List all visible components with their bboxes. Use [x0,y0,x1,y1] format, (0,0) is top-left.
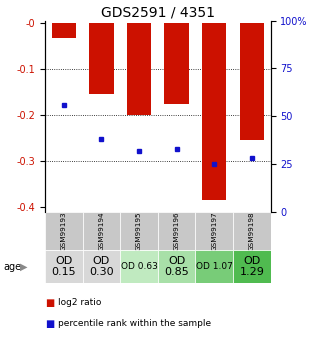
Bar [195,212,233,250]
Text: age: age [3,262,21,272]
Bar [89,23,114,95]
Bar [127,23,151,115]
Text: ■: ■ [45,298,54,308]
Bar [83,250,120,283]
Text: OD 1.07: OD 1.07 [196,262,233,271]
Bar [158,250,195,283]
Title: GDS2591 / 4351: GDS2591 / 4351 [101,6,215,20]
Bar [45,212,83,250]
Bar [233,250,271,283]
Text: OD
0.85: OD 0.85 [164,256,189,277]
Text: OD
0.30: OD 0.30 [89,256,114,277]
Bar [233,212,271,250]
Bar [195,250,233,283]
Bar [120,250,158,283]
Text: ▶: ▶ [20,262,28,272]
Text: GSM99197: GSM99197 [211,211,217,251]
Bar [239,23,264,140]
Text: GSM99195: GSM99195 [136,211,142,251]
Text: GSM99198: GSM99198 [249,211,255,251]
Bar [45,250,83,283]
Bar [202,23,226,200]
Bar [83,212,120,250]
Text: OD
0.15: OD 0.15 [52,256,76,277]
Text: OD
1.29: OD 1.29 [239,256,264,277]
Text: GSM99194: GSM99194 [99,211,104,251]
Bar [165,23,189,104]
Text: GSM99196: GSM99196 [174,211,180,251]
Text: OD 0.63: OD 0.63 [121,262,157,271]
Bar [120,212,158,250]
Bar [52,23,76,38]
Text: percentile rank within the sample: percentile rank within the sample [58,319,211,328]
Text: ■: ■ [45,319,54,329]
Bar [158,212,195,250]
Text: GSM99193: GSM99193 [61,211,67,251]
Text: log2 ratio: log2 ratio [58,298,101,307]
